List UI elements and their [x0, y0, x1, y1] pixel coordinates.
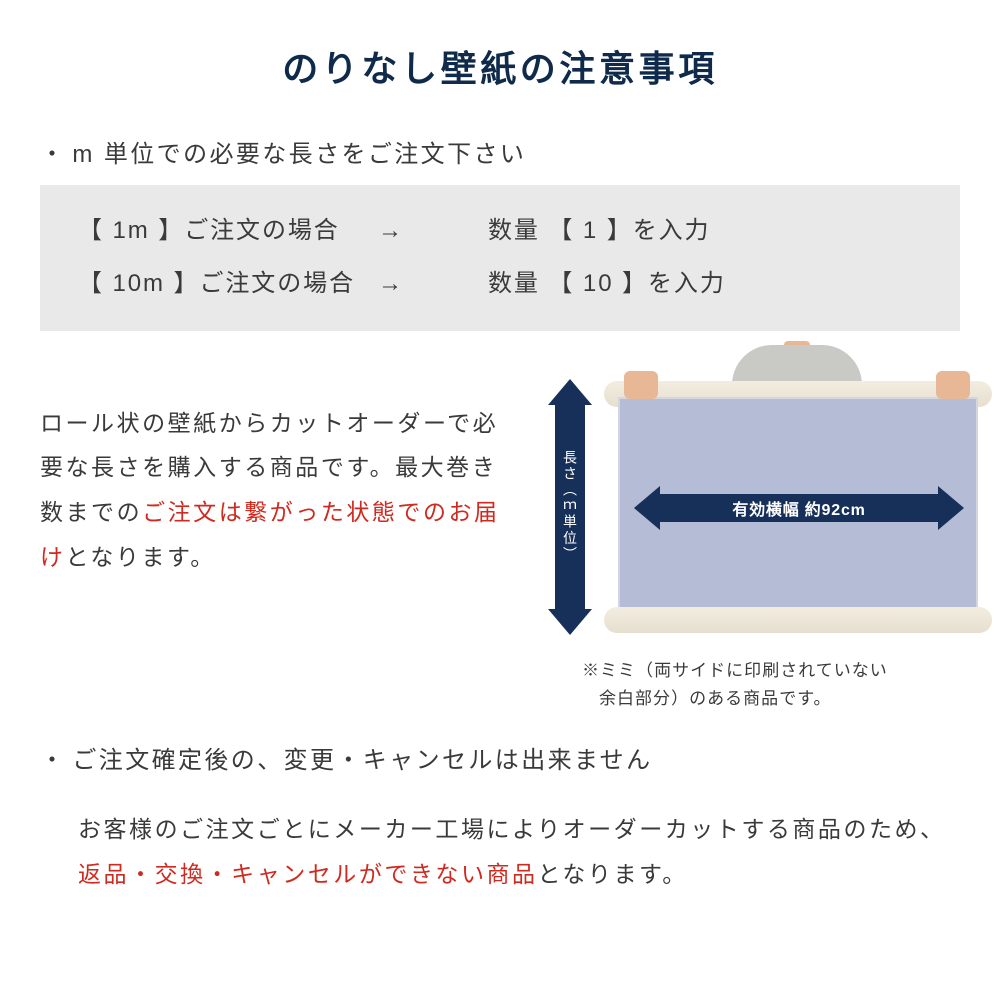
order-example-box: 【 1m 】ご注文の場合 → 数量 【 1 】を入力 【 10m 】ご注文の場合… [40, 185, 960, 331]
body2-p2: となります。 [538, 861, 688, 887]
mid-paragraph: ロール状の壁紙からカットオーダーで必要な長さを購入する商品です。最大巻き数までの… [40, 345, 510, 580]
roll-bottom [604, 607, 992, 633]
example-1-right: 数量 【 1 】を入力 [488, 205, 922, 258]
mid-section: ロール状の壁紙からカットオーダーで必要な長さを購入する商品です。最大巻き数までの… [40, 345, 960, 715]
body2-p1: お客様のご注文ごとにメーカー工場によりオーダーカットする商品のため、 [78, 816, 946, 842]
arrow-icon: → [378, 258, 488, 311]
page-title: のりなし壁紙の注意事項 [40, 40, 960, 92]
bullet-1-text: m 単位での必要な長さをご注文下さい [72, 134, 526, 169]
hand-right [936, 371, 970, 399]
bullet-dot: ・ [40, 134, 66, 169]
length-arrow: 長さ（ｍ単位） [548, 379, 592, 635]
arrow-down-icon [548, 609, 592, 635]
bullet-dot: ・ [40, 740, 66, 775]
width-arrow: 有効横幅 約92cm [634, 493, 964, 523]
note-line1: ※ミミ（両サイドに印刷されていない [582, 661, 888, 680]
example-1-left: 【 1m 】ご注文の場合 [78, 205, 378, 258]
width-label: 有効横幅 約92cm [660, 494, 938, 522]
body2-emphasis: 返品・交換・キャンセルができない商品 [78, 861, 538, 887]
body-paragraph-2: お客様のご注文ごとにメーカー工場によりオーダーカットする商品のため、返品・交換・… [40, 791, 960, 897]
arrow-left-icon [634, 486, 660, 530]
note-line2: 余白部分）のある商品です。 [582, 685, 960, 714]
example-2-left: 【 10m 】ご注文の場合 [78, 258, 378, 311]
mid-line2: となります。 [66, 544, 216, 570]
diagram: 有効横幅 約92cm 長さ（ｍ単位） ※ミミ（両サイドに印刷されていない 余白部… [510, 345, 960, 715]
arrow-right-icon [938, 486, 964, 530]
bullet-1: ・ m 単位での必要な長さをご注文下さい [40, 134, 960, 169]
hand-left [624, 371, 658, 399]
example-row-2: 【 10m 】ご注文の場合 → 数量 【 10 】を入力 [78, 258, 922, 311]
example-row-1: 【 1m 】ご注文の場合 → 数量 【 1 】を入力 [78, 205, 922, 258]
arrow-up-icon [548, 379, 592, 405]
example-2-right: 数量 【 10 】を入力 [488, 258, 922, 311]
length-label: 長さ（ｍ単位） [560, 450, 580, 563]
bullet-2-text: ご注文確定後の、変更・キャンセルは出来ません [72, 740, 652, 775]
diagram-note: ※ミミ（両サイドに印刷されていない 余白部分）のある商品です。 [522, 657, 960, 715]
bullet-2: ・ ご注文確定後の、変更・キャンセルは出来ません [40, 740, 960, 775]
arrow-icon: → [378, 205, 488, 258]
